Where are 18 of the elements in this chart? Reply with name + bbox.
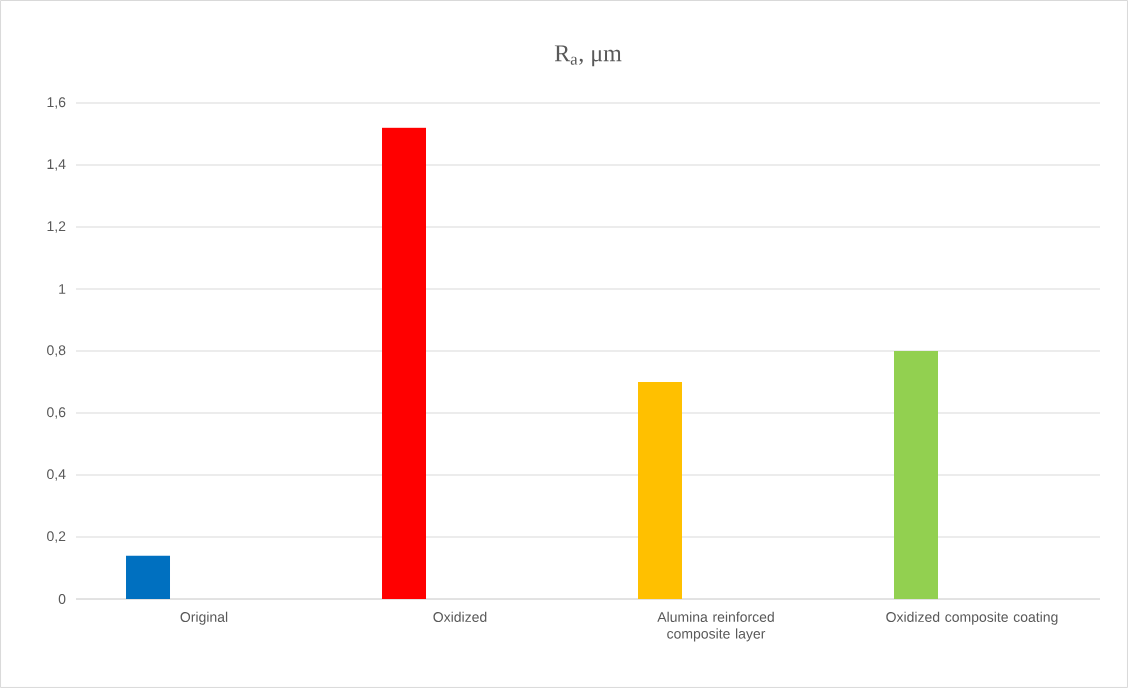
y-tick-label: 1,6 [47,97,66,109]
x-tick-label: Oxidized composite coating [886,611,1058,625]
bar [126,555,171,599]
y-tick-label: 0,6 [47,407,66,419]
bar [382,127,427,599]
y-tick-label: 0,2 [47,531,66,543]
bar [894,350,938,599]
chart-title: R$_{a}$, μm [554,45,622,67]
x-tick-label: Oxidized [433,611,487,622]
y-tick-label: 1,4 [47,159,66,171]
y-tick-label: 0,4 [47,469,66,481]
y-tick-label: 1,2 [47,221,66,233]
bar [638,381,682,599]
x-tick-label: Alumina reinforced composite layer [657,611,774,642]
y-tick-label: 0 [58,594,66,604]
x-tick-label: Original [180,611,228,625]
y-tick-label: 0,8 [47,345,66,357]
y-tick-label: 1 [59,284,66,294]
